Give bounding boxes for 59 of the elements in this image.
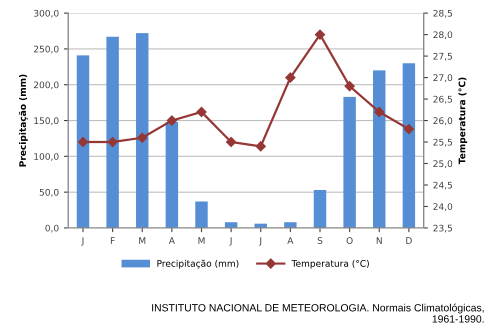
bar bbox=[254, 224, 267, 228]
x-tick-label: D bbox=[406, 237, 412, 244]
bar bbox=[284, 222, 297, 228]
y2-tick-label: 28,0 bbox=[433, 31, 452, 40]
y-tick-label: 250,0 bbox=[34, 46, 59, 54]
y-axis-title: Precipitação (mm) bbox=[18, 74, 28, 166]
point bbox=[196, 106, 207, 118]
x-tick-label: O bbox=[346, 237, 353, 244]
point bbox=[78, 136, 88, 148]
y2-tick-label: 23,5 bbox=[433, 224, 452, 232]
y2-tick-label: 26,5 bbox=[433, 96, 452, 104]
bar bbox=[373, 70, 386, 228]
bar bbox=[314, 190, 326, 228]
point bbox=[137, 132, 148, 143]
x-tick-label: S bbox=[318, 237, 322, 244]
y-tick-label: 100,0 bbox=[34, 153, 59, 161]
legend-label: Precipitação (mm) bbox=[157, 260, 238, 269]
y-tick-label: 300,0 bbox=[34, 10, 59, 18]
bar bbox=[106, 36, 119, 228]
y-tick-label: 200,0 bbox=[34, 81, 59, 90]
x-tick-label: J bbox=[81, 237, 84, 246]
y2-tick-label: 27,0 bbox=[433, 74, 452, 82]
x-tick-label: M bbox=[198, 237, 205, 244]
x-tick-label: A bbox=[287, 237, 294, 244]
point bbox=[314, 29, 326, 40]
bar bbox=[224, 222, 238, 228]
point bbox=[344, 81, 355, 92]
y2-tick-label: 26,0 bbox=[433, 117, 452, 126]
y2-axis-title: Temperatura (°C) bbox=[458, 78, 468, 164]
y2-tick-label: 27,5 bbox=[433, 52, 452, 61]
point bbox=[108, 136, 118, 148]
bar bbox=[195, 201, 208, 228]
legend-label: Temperatura (°C) bbox=[292, 260, 369, 269]
point bbox=[166, 115, 177, 126]
x-tick-label: F bbox=[110, 237, 115, 244]
x-tick-label: A bbox=[168, 237, 175, 244]
bar bbox=[166, 122, 178, 228]
bar bbox=[136, 33, 148, 228]
bar bbox=[402, 63, 416, 228]
x-tick-label: J bbox=[258, 237, 262, 246]
y2-tick-label: 24,0 bbox=[433, 203, 452, 211]
x-tick-label: J bbox=[229, 237, 232, 246]
bar bbox=[76, 55, 90, 228]
point bbox=[374, 106, 384, 118]
point bbox=[404, 124, 414, 134]
point bbox=[256, 141, 266, 152]
y-tick-label: 50,0 bbox=[40, 188, 59, 197]
y-tick-label: 0,0 bbox=[45, 224, 59, 232]
text: INSTITUTO NACIONAL DE METEOROLOGIA. Normais Climatológicas, 1961-1990. bbox=[152, 304, 484, 323]
y-tick-label: 150,0 bbox=[34, 117, 59, 126]
bar bbox=[343, 96, 356, 228]
x-tick-label: N bbox=[376, 237, 382, 244]
y2-tick-label: 25,5 bbox=[433, 138, 452, 147]
y2-tick-label: 24,5 bbox=[433, 182, 452, 190]
x-tick-label: M bbox=[139, 237, 146, 244]
y2-tick-label: 25,0 bbox=[433, 160, 452, 168]
point bbox=[285, 72, 296, 83]
y2-tick-label: 28,5 bbox=[433, 10, 452, 18]
point bbox=[226, 136, 236, 148]
